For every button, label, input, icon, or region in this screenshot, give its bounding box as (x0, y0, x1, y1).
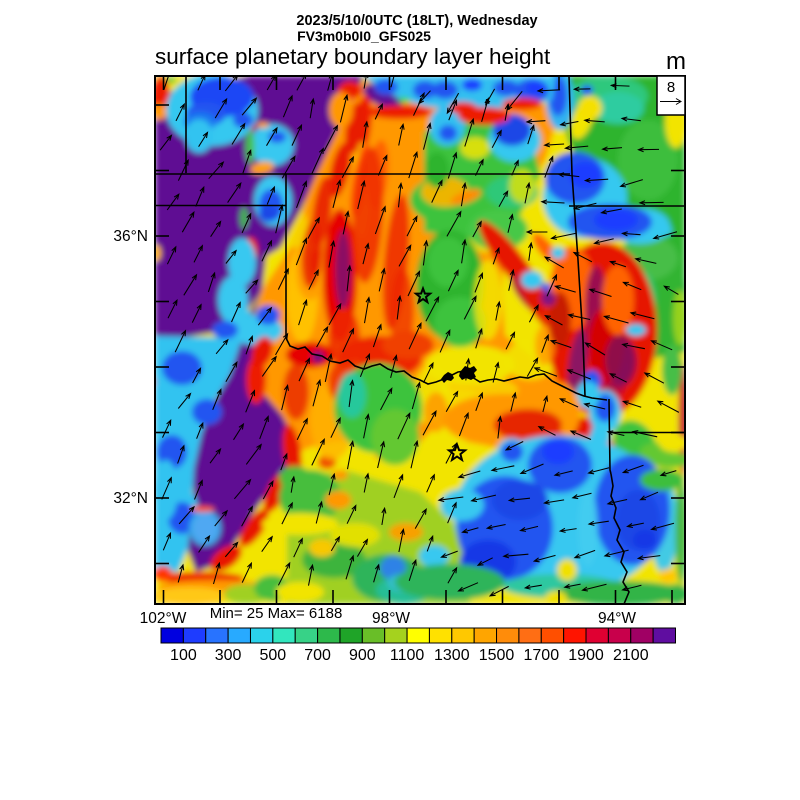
svg-text:8: 8 (667, 79, 675, 96)
svg-text:m: m (666, 48, 686, 75)
svg-text:94°W: 94°W (598, 610, 636, 627)
svg-text:1100: 1100 (390, 647, 425, 664)
svg-text:Min= 25 Max= 6188: Min= 25 Max= 6188 (210, 605, 343, 622)
svg-text:1300: 1300 (434, 647, 470, 664)
svg-text:700: 700 (304, 647, 331, 664)
svg-text:1900: 1900 (568, 647, 604, 664)
svg-text:2023/5/10/0UTC (18LT), Wednesd: 2023/5/10/0UTC (18LT), Wednesday (296, 13, 537, 29)
svg-text:500: 500 (259, 647, 286, 664)
svg-text:32°N: 32°N (113, 490, 148, 507)
svg-text:1700: 1700 (524, 647, 560, 664)
svg-text:100: 100 (170, 647, 197, 664)
svg-text:surface planetary boundary lay: surface planetary boundary layer height (155, 44, 551, 69)
svg-text:36°N: 36°N (113, 228, 148, 245)
svg-text:FV3m0b0I0_GFS025: FV3m0b0I0_GFS025 (297, 28, 431, 44)
svg-text:900: 900 (349, 647, 376, 664)
svg-text:98°W: 98°W (372, 610, 410, 627)
svg-text:300: 300 (215, 647, 242, 664)
svg-text:1500: 1500 (479, 647, 515, 664)
svg-text:102°W: 102°W (140, 610, 187, 627)
svg-text:2100: 2100 (613, 647, 649, 664)
